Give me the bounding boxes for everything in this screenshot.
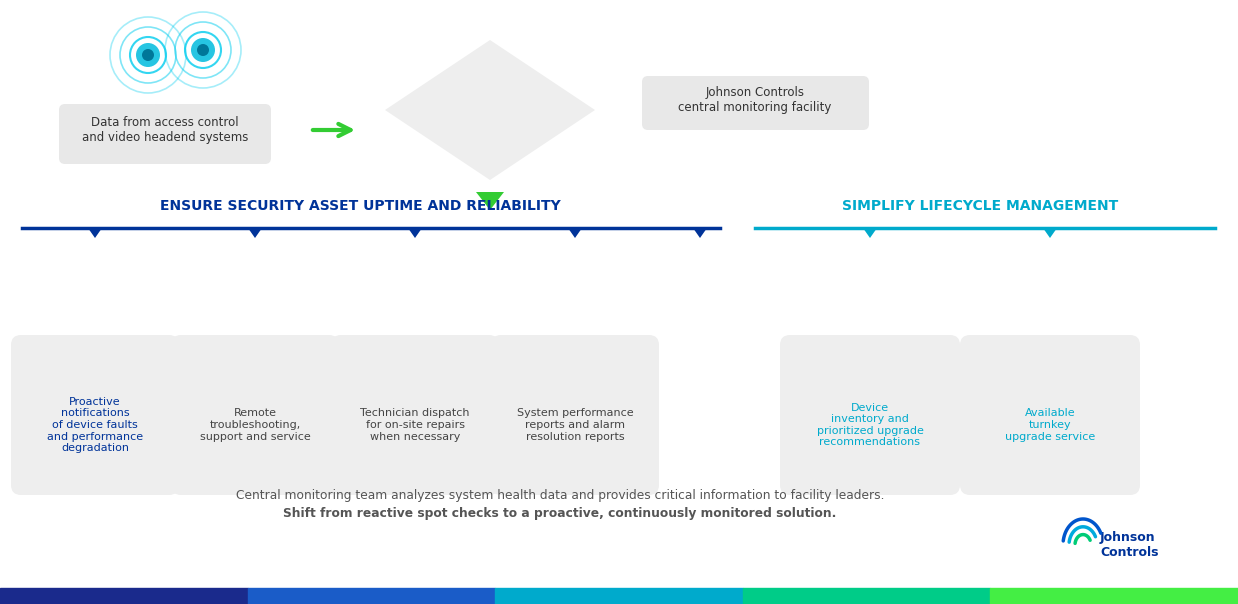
Text: System performance
reports and alarm
resolution reports: System performance reports and alarm res…: [516, 408, 634, 442]
FancyBboxPatch shape: [171, 335, 339, 495]
FancyBboxPatch shape: [491, 335, 659, 495]
Bar: [248, 588, 495, 604]
Bar: [990, 588, 1238, 604]
Text: Data from access control
and video headend systems: Data from access control and video heade…: [82, 116, 248, 144]
Text: Available
turnkey
upgrade service: Available turnkey upgrade service: [1005, 408, 1096, 442]
Text: Central monitoring team analyzes system health data and provides critical inform: Central monitoring team analyzes system …: [235, 489, 884, 503]
Text: Proactive
notifications
of device faults
and performance
degradation: Proactive notifications of device faults…: [47, 397, 144, 453]
Polygon shape: [385, 40, 595, 180]
FancyBboxPatch shape: [643, 76, 869, 130]
FancyBboxPatch shape: [959, 335, 1140, 495]
Bar: [495, 588, 743, 604]
Polygon shape: [1042, 228, 1057, 238]
Polygon shape: [409, 228, 422, 238]
Polygon shape: [863, 228, 877, 238]
Circle shape: [191, 38, 215, 62]
Polygon shape: [88, 228, 102, 238]
Circle shape: [136, 43, 160, 67]
FancyBboxPatch shape: [331, 335, 499, 495]
Text: Technician dispatch
for on-site repairs
when necessary: Technician dispatch for on-site repairs …: [360, 408, 469, 442]
Bar: [743, 588, 990, 604]
Polygon shape: [693, 228, 707, 238]
Polygon shape: [568, 228, 582, 238]
Circle shape: [197, 44, 209, 56]
FancyBboxPatch shape: [11, 335, 180, 495]
Text: Johnson Controls
central monitoring facility: Johnson Controls central monitoring faci…: [678, 86, 832, 114]
FancyBboxPatch shape: [780, 335, 959, 495]
Text: ENSURE SECURITY ASSET UPTIME AND RELIABILITY: ENSURE SECURITY ASSET UPTIME AND RELIABI…: [160, 199, 561, 213]
Text: Johnson
Controls: Johnson Controls: [1101, 530, 1159, 559]
Circle shape: [142, 49, 154, 61]
Polygon shape: [248, 228, 262, 238]
Text: Shift from reactive spot checks to a proactive, continuously monitored solution.: Shift from reactive spot checks to a pro…: [284, 507, 837, 521]
Text: Remote
troubleshooting,
support and service: Remote troubleshooting, support and serv…: [199, 408, 311, 442]
Text: SIMPLIFY LIFECYCLE MANAGEMENT: SIMPLIFY LIFECYCLE MANAGEMENT: [842, 199, 1118, 213]
Polygon shape: [475, 192, 504, 210]
Bar: [0, 588, 248, 604]
Text: Device
inventory and
prioritized upgrade
recommendations: Device inventory and prioritized upgrade…: [817, 403, 924, 448]
FancyBboxPatch shape: [59, 104, 271, 164]
